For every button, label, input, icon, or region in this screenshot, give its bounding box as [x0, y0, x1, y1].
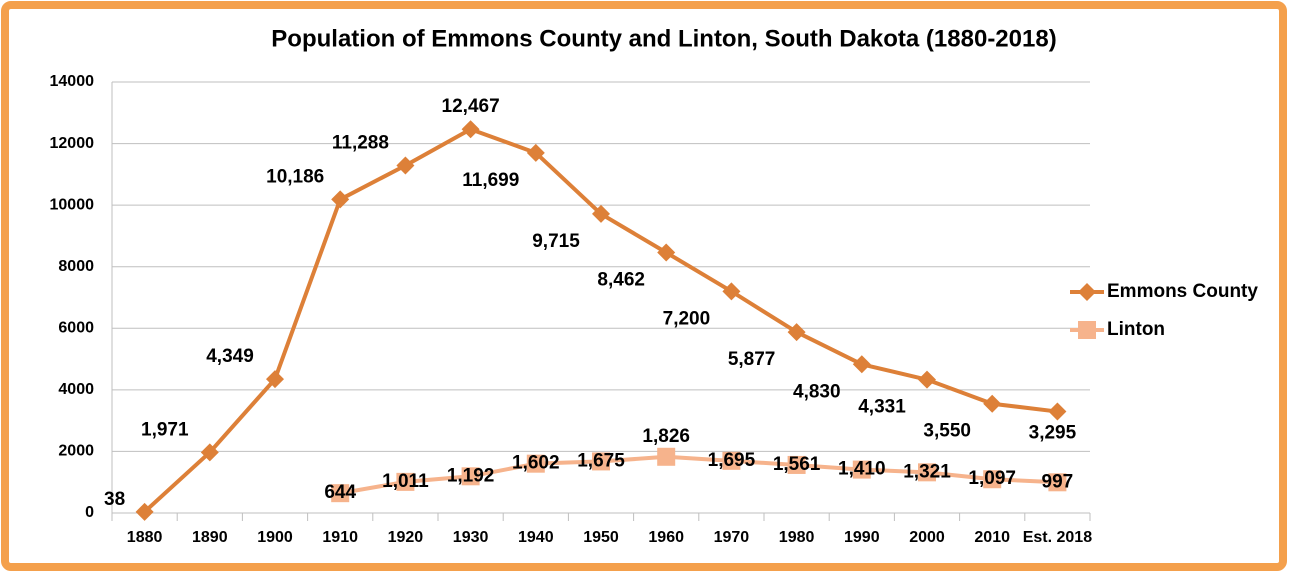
- x-tick-label: 2000: [909, 529, 945, 546]
- y-tick-label: 0: [85, 504, 94, 521]
- data-label: 1,011: [382, 471, 429, 492]
- data-label: 4,349: [206, 346, 254, 367]
- marker: [1048, 473, 1067, 492]
- marker: [396, 156, 415, 175]
- marker: [461, 120, 480, 139]
- marker: [787, 455, 806, 474]
- chart-title: Population of Emmons County and Linton, …: [271, 25, 1056, 52]
- x-tick-label: 1890: [192, 529, 228, 546]
- legend-marker: [1078, 283, 1096, 301]
- data-label: 1,561: [773, 454, 821, 475]
- data-label: 1,971: [141, 419, 189, 440]
- data-label: 997: [1042, 471, 1074, 492]
- data-label: 1,675: [577, 450, 625, 471]
- x-tick-label: 1960: [648, 529, 684, 546]
- data-label: 7,200: [663, 308, 711, 329]
- marker: [918, 370, 936, 389]
- data-label: 1,192: [447, 465, 495, 486]
- marker: [592, 204, 610, 223]
- data-label: 4,830: [793, 381, 841, 402]
- data-label: 9,715: [532, 231, 580, 252]
- marker: [135, 502, 154, 521]
- frame: [1, 1, 1287, 571]
- data-label: 1,321: [903, 461, 951, 482]
- marker: [918, 463, 936, 482]
- legend-marker: [1078, 321, 1096, 339]
- marker: [1048, 402, 1067, 421]
- x-tick-label: 1940: [518, 529, 554, 546]
- x-tick-label: 1990: [844, 529, 880, 546]
- data-label: 3,550: [923, 421, 971, 442]
- y-tick-label: 14000: [50, 73, 95, 90]
- marker: [852, 460, 871, 479]
- marker: [722, 451, 741, 470]
- data-label: 11,288: [332, 133, 389, 154]
- y-tick-label: 2000: [58, 443, 94, 460]
- data-label: 644: [324, 482, 356, 503]
- x-tick-label: 1900: [257, 529, 293, 546]
- x-tick-label: Est. 2018: [1023, 529, 1092, 546]
- data-label: 8,462: [597, 270, 645, 291]
- x-tick-label: 2010: [974, 529, 1010, 546]
- data-label: 4,331: [858, 397, 906, 418]
- data-label: 3,295: [1029, 423, 1077, 444]
- data-label: 1,410: [838, 459, 886, 480]
- marker: [592, 452, 610, 471]
- data-label: 11,699: [462, 170, 519, 191]
- data-label: 1,695: [708, 450, 756, 471]
- marker: [331, 190, 350, 209]
- legend-label: Emmons County: [1107, 281, 1258, 302]
- data-label: 1,602: [512, 453, 560, 474]
- y-tick-label: 12000: [50, 135, 95, 152]
- marker: [852, 355, 871, 374]
- x-tick-label: 1920: [388, 529, 424, 546]
- marker: [200, 443, 219, 462]
- x-tick-label: 1950: [583, 529, 619, 546]
- data-label: 1,826: [642, 426, 690, 447]
- marker: [396, 472, 415, 491]
- x-tick-label: 1970: [714, 529, 750, 546]
- data-label: 1,097: [968, 468, 1016, 489]
- x-tick-label: 1910: [322, 529, 358, 546]
- x-tick-label: 1980: [779, 529, 815, 546]
- marker: [983, 394, 1002, 413]
- marker: [787, 323, 806, 342]
- y-tick-label: 8000: [58, 258, 94, 275]
- data-label: 10,186: [266, 166, 324, 187]
- x-tick-label: 1930: [453, 529, 489, 546]
- legend-label: Linton: [1107, 319, 1165, 340]
- marker: [331, 484, 350, 503]
- marker: [657, 447, 676, 466]
- marker: [657, 243, 676, 262]
- data-label: 12,467: [442, 96, 500, 117]
- marker: [722, 282, 741, 301]
- marker: [526, 454, 545, 473]
- marker: [266, 370, 284, 389]
- marker: [526, 143, 545, 162]
- data-label: 5,877: [728, 349, 776, 370]
- y-tick-label: 10000: [50, 196, 95, 213]
- marker: [461, 467, 480, 486]
- y-tick-label: 4000: [58, 381, 94, 398]
- marker: [983, 470, 1002, 489]
- data-label: 38: [104, 489, 125, 510]
- series-line: [339, 454, 1058, 496]
- y-tick-label: 6000: [58, 320, 94, 337]
- x-tick-label: 1880: [127, 529, 163, 546]
